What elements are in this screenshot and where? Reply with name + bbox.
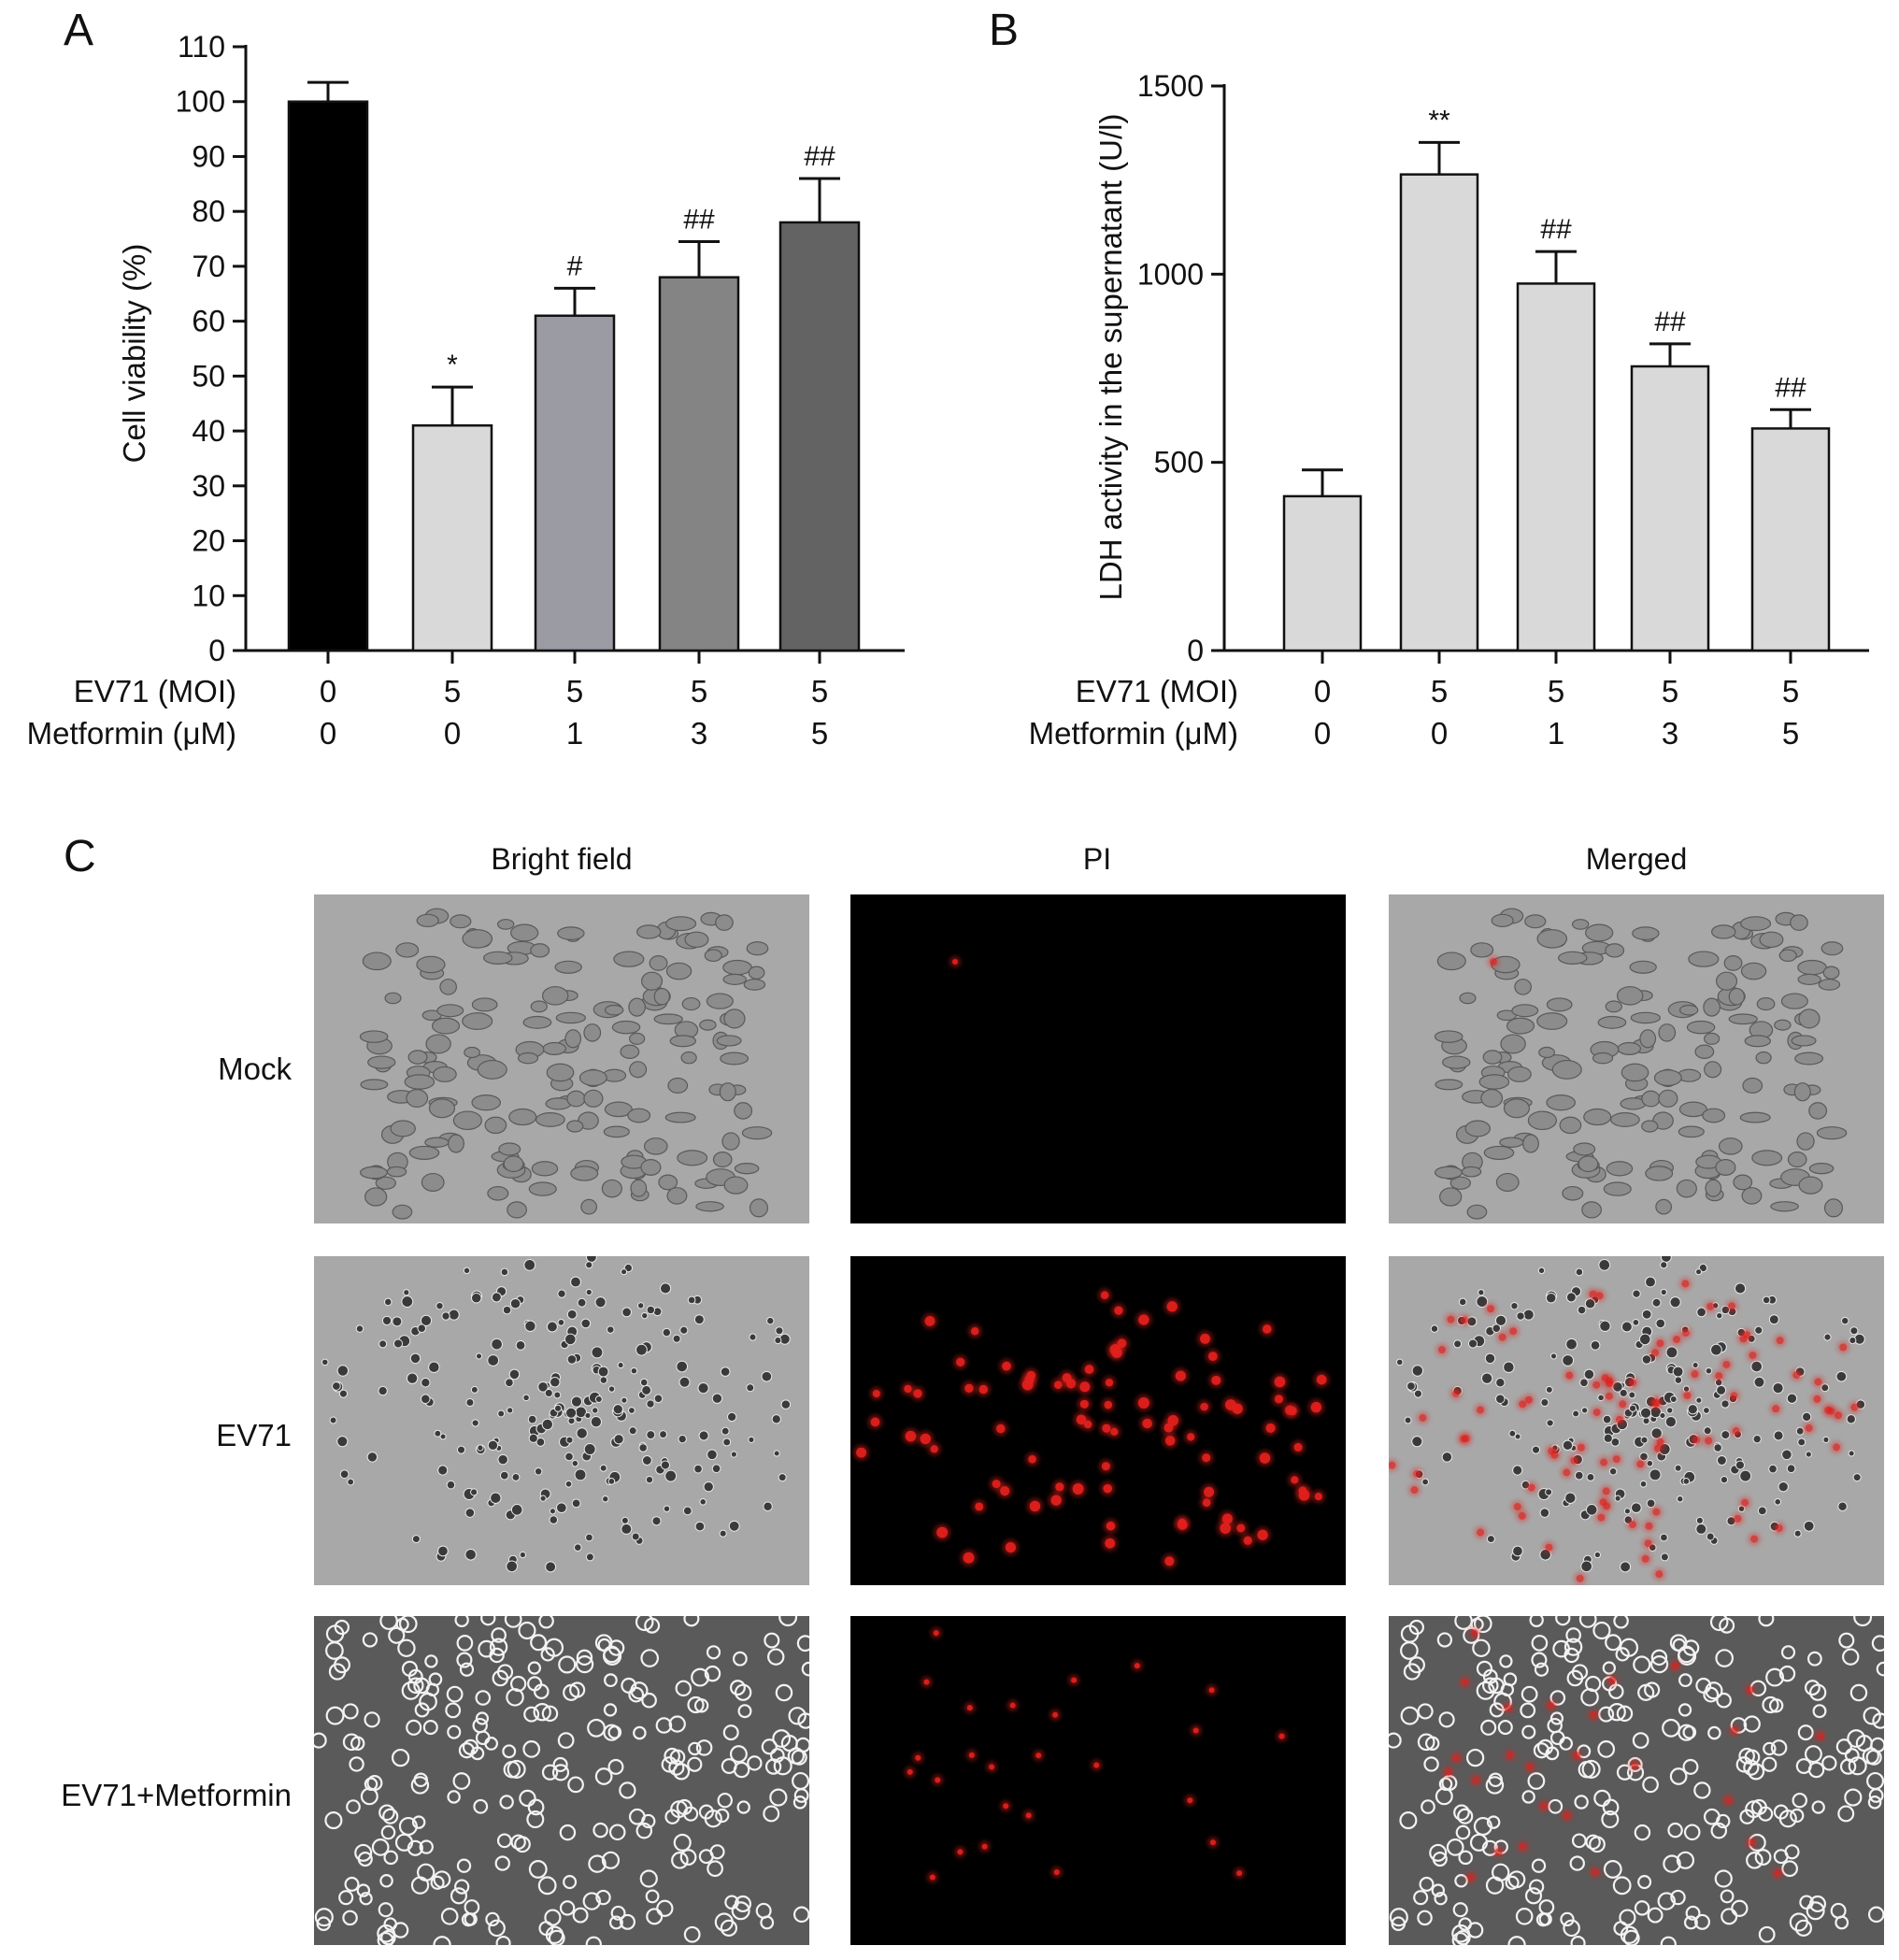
chart-b-condition-value: 0	[1314, 674, 1331, 708]
chart-a-y-tick-label: 100	[176, 85, 225, 119]
chart-a-y-tick-label: 80	[192, 194, 225, 228]
column-title-merged: Merged	[1586, 842, 1688, 876]
chart-a-bar	[534, 314, 616, 652]
chart-b-condition-label: Metformin (μM)	[1029, 716, 1238, 751]
chart-b-significance-label: ##	[1654, 307, 1686, 337]
chart-b-condition-value: 0	[1431, 716, 1448, 751]
chart-b-condition-value: 0	[1314, 716, 1331, 751]
chart-b-y-tick-label: 500	[1154, 446, 1204, 479]
panel-letter-b: B	[989, 6, 1019, 55]
column-title-pi: PI	[1083, 842, 1111, 876]
chart-b-bar	[1516, 282, 1596, 652]
chart-a-condition-label: EV71 (MOI)	[74, 674, 236, 708]
chart-a-y-axis-label: Cell viability (%)	[117, 244, 151, 464]
chart-a-significance-label: *	[447, 350, 458, 380]
chart-a-condition-value: 5	[691, 674, 707, 708]
chart-b-y-tick-label: 1500	[1137, 69, 1204, 103]
panel-letter-a: A	[64, 6, 93, 55]
chart-a-y-tick-label: 50	[192, 359, 225, 393]
chart-b-significance-label: ##	[1775, 372, 1806, 403]
chart-b-condition-value: 5	[1548, 674, 1564, 708]
chart-a-significance-label: ##	[683, 204, 715, 235]
micrograph-ev71-metformin-pi	[850, 1616, 1346, 1945]
chart-a-bar	[287, 100, 369, 652]
chart-a-y-tick-label: 70	[192, 250, 225, 283]
chart-a-y-tick-label: 110	[178, 30, 225, 64]
chart-b-significance-label: ##	[1540, 214, 1572, 245]
chart-a-y-tick-label: 90	[192, 139, 225, 173]
micrograph-panel: Bright field PI Merged Mock EV71 EV71+Me…	[61, 842, 1884, 1945]
micrograph-ev71-metformin-merged	[1389, 1616, 1884, 1945]
chart-a-significance-label: #	[567, 250, 583, 281]
chart-a-y-tick-label: 60	[192, 305, 225, 338]
chart-a-condition-value: 5	[444, 674, 461, 708]
chart-b-y-tick-label: 1000	[1137, 257, 1204, 291]
chart-a-condition-value: 0	[320, 674, 336, 708]
chart-a-condition-value: 0	[320, 716, 336, 751]
chart-a-condition-label: Metformin (μM)	[27, 716, 236, 751]
chart-b-y-tick-label: 0	[1187, 634, 1204, 667]
row-label-ev71-metformin: EV71+Metformin	[61, 1778, 292, 1812]
chart-a-condition-value: 3	[691, 716, 707, 751]
chart-b-bar	[1399, 173, 1479, 652]
row-label-mock: Mock	[218, 1052, 292, 1086]
chart-a-condition-value: 5	[811, 674, 828, 708]
micrograph-mock-merged	[1389, 894, 1884, 1223]
chart-b-significance-label: **	[1428, 105, 1450, 136]
chart-a-condition-value: 1	[566, 716, 583, 751]
row-label-ev71: EV71	[216, 1418, 292, 1452]
chart-a-y-tick-label: 10	[192, 579, 225, 612]
chart-b-bar	[1282, 494, 1363, 652]
chart-a-bar	[411, 423, 493, 652]
chart-b-condition-value: 5	[1662, 674, 1678, 708]
chart-a-y-tick-label: 30	[192, 469, 225, 503]
chart-a-bar	[778, 221, 861, 652]
chart-a-condition-value: 5	[566, 674, 583, 708]
panel-letter-c: C	[64, 832, 96, 881]
chart-b-bar	[1630, 365, 1710, 652]
chart-a-bar	[658, 276, 740, 652]
chart-b-condition-value: 5	[1782, 716, 1799, 751]
micrograph-ev71-metformin-bright-field	[314, 1616, 809, 1945]
chart-a-y-tick-label: 0	[208, 634, 225, 667]
chart-a-y-tick-label: 20	[192, 524, 225, 558]
chart-b-condition-value: 1	[1548, 716, 1564, 751]
column-title-bright-field: Bright field	[491, 842, 632, 876]
chart-b-y-axis-label: LDH activity in the supernatant (U/l)	[1093, 114, 1128, 601]
chart-a-condition-value: 0	[444, 716, 461, 751]
chart-b-condition-value: 3	[1662, 716, 1678, 751]
chart-a-y-tick-label: 40	[192, 414, 225, 448]
chart-a-condition-value: 5	[811, 716, 828, 751]
micrograph-mock-bright-field	[314, 894, 809, 1223]
chart-b-condition-value: 5	[1782, 674, 1799, 708]
chart-b-condition-label: EV71 (MOI)	[1076, 674, 1238, 708]
chart-a-significance-label: ##	[804, 141, 835, 172]
chart-b-bar	[1750, 427, 1831, 652]
chart-b-condition-value: 5	[1431, 674, 1448, 708]
micrograph-ev71-merged	[1389, 1256, 1884, 1585]
chart-a: Cell viability (%) 010203040506070809010…	[27, 30, 905, 751]
micrograph-ev71-pi	[850, 1256, 1346, 1585]
micrograph-ev71-bright-field	[314, 1256, 809, 1585]
chart-b: LDH activity in the supernatant (U/l) 0 5…	[1029, 69, 1869, 751]
micrograph-mock-pi	[850, 894, 1346, 1223]
